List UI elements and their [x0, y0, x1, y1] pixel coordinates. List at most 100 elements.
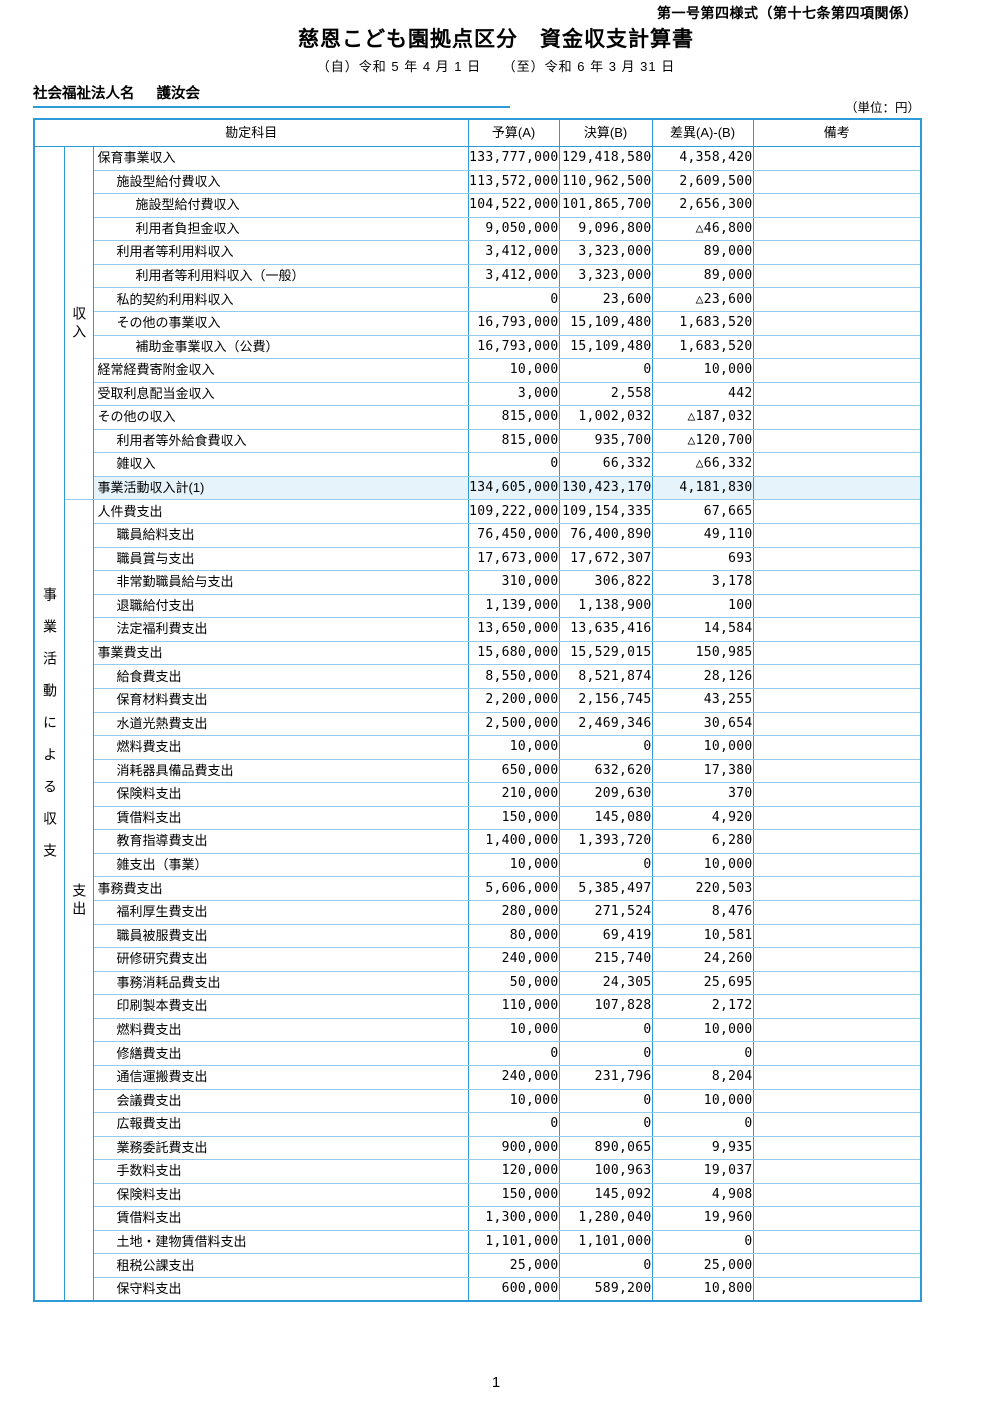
table-row: 職員被服費支出 80,000 69,419 10,581 [34, 924, 922, 949]
budget-value: 13,650,000 [468, 617, 560, 642]
unit-note: （単位：円） [844, 101, 920, 115]
table-row: 職員給料支出 76,450,000 76,400,890 49,110 [34, 523, 922, 548]
remarks-cell [753, 1065, 922, 1090]
remarks-cell [753, 547, 922, 572]
remarks-cell [753, 287, 922, 312]
actual-value: 0 [559, 358, 653, 383]
difference-value: 25,000 [652, 1253, 754, 1278]
budget-value: 310,000 [468, 570, 560, 595]
difference-value: 0 [652, 1230, 754, 1255]
budget-value: 280,000 [468, 900, 560, 925]
table-row: 非常勤職員給与支出 310,000 306,822 3,178 [34, 570, 922, 595]
difference-value: 4,920 [652, 806, 754, 831]
difference-value: 10,000 [652, 735, 754, 760]
budget-value: 8,550,000 [468, 664, 560, 689]
difference-value: △66,332 [652, 452, 754, 477]
expense-section-label: 支出 [71, 882, 88, 919]
actual-value: 17,672,307 [559, 547, 653, 572]
difference-value: △120,700 [652, 429, 754, 454]
actual-value: 632,620 [559, 759, 653, 784]
actual-value: 13,635,416 [559, 617, 653, 642]
actual-value: 0 [559, 735, 653, 760]
account-name: 事務費支出 [93, 876, 469, 901]
budget-value: 0 [468, 1112, 560, 1137]
budget-value: 80,000 [468, 924, 560, 949]
remarks-cell [753, 240, 922, 265]
remarks-cell [753, 994, 922, 1019]
table-row: 燃料費支出 10,000 0 10,000 [34, 1018, 922, 1043]
table-row: 給食費支出 8,550,000 8,521,874 28,126 [34, 664, 922, 689]
budget-value: 650,000 [468, 759, 560, 784]
table-row: 事業活動収入計(1) 134,605,000 130,423,170 4,181,83… [34, 476, 922, 501]
actual-value: 129,418,580 [559, 146, 653, 171]
table-row: 研修研究費支出 240,000 215,740 24,260 [34, 947, 922, 972]
remarks-cell [753, 1230, 922, 1255]
difference-value: 2,609,500 [652, 170, 754, 195]
table-row: 賃借料支出 1,300,000 1,280,040 19,960 [34, 1206, 922, 1231]
account-name: 賃借料支出 [93, 806, 469, 831]
account-name: 職員給料支出 [93, 523, 469, 548]
budget-value: 1,101,000 [468, 1230, 560, 1255]
table-row: 保守料支出 600,000 589,200 10,800 [34, 1277, 922, 1302]
account-name: 人件費支出 [93, 499, 469, 524]
remarks-cell [753, 476, 922, 501]
remarks-cell [753, 900, 922, 925]
table-row: 施設型給付費収入 104,522,000 101,865,700 2,656,300 [34, 193, 922, 218]
budget-value: 25,000 [468, 1253, 560, 1278]
table-header: 勘定科目 予算(A) 決算(B) 差異(A)-(B) 備考 [34, 119, 922, 147]
header-row: 勘定科目 予算(A) 決算(B) 差異(A)-(B) 備考 [34, 119, 922, 147]
table-row: 広報費支出 0 0 0 [34, 1112, 922, 1137]
table-row: 事業費支出 15,680,000 15,529,015 150,985 [34, 641, 922, 666]
table-row: 私的契約利用料収入 0 23,600 △23,600 [34, 287, 922, 312]
header-account: 勘定科目 [34, 119, 469, 147]
actual-value: 589,200 [559, 1277, 653, 1302]
account-name: 土地・建物賃借料支出 [93, 1230, 469, 1255]
account-name: 施設型給付費収入 [93, 170, 469, 195]
difference-value: 370 [652, 782, 754, 807]
table-row: その他の収入 815,000 1,002,032 △187,032 [34, 405, 922, 430]
difference-value: 1,683,520 [652, 311, 754, 336]
account-name: 事業費支出 [93, 641, 469, 666]
table-row: 租税公課支出 25,000 0 25,000 [34, 1253, 922, 1278]
difference-value: 8,476 [652, 900, 754, 925]
table-row: 雑収入 0 66,332 △66,332 [34, 452, 922, 477]
actual-value: 935,700 [559, 429, 653, 454]
table-row: 補助金事業収入（公費） 16,793,000 15,109,480 1,683,520 [34, 335, 922, 360]
remarks-cell [753, 712, 922, 737]
account-name: 事業活動収入計(1) [93, 476, 469, 501]
difference-value: 2,656,300 [652, 193, 754, 218]
remarks-cell [753, 499, 922, 524]
difference-value: 0 [652, 1112, 754, 1137]
difference-value: 2,172 [652, 994, 754, 1019]
remarks-cell [753, 829, 922, 854]
table-row: 雑支出（事業） 10,000 0 10,000 [34, 853, 922, 878]
actual-value: 109,154,335 [559, 499, 653, 524]
budget-value: 133,777,000 [468, 146, 560, 171]
account-name: 施設型給付費収入 [93, 193, 469, 218]
table-row: 施設型給付費収入 113,572,000 110,962,500 2,609,500 [34, 170, 922, 195]
budget-value: 600,000 [468, 1277, 560, 1302]
actual-value: 15,109,480 [559, 311, 653, 336]
budget-value: 16,793,000 [468, 335, 560, 360]
account-name: 保育材料費支出 [93, 688, 469, 713]
account-name: 広報費支出 [93, 1112, 469, 1137]
budget-value: 10,000 [468, 1018, 560, 1043]
remarks-cell [753, 1136, 922, 1161]
table-row: 会議費支出 10,000 0 10,000 [34, 1089, 922, 1114]
account-name: 賃借料支出 [93, 1206, 469, 1231]
actual-value: 215,740 [559, 947, 653, 972]
actual-value: 130,423,170 [559, 476, 653, 501]
budget-value: 150,000 [468, 806, 560, 831]
actual-value: 2,156,745 [559, 688, 653, 713]
actual-value: 890,065 [559, 1136, 653, 1161]
budget-value: 0 [468, 1041, 560, 1066]
difference-value: 100 [652, 594, 754, 619]
difference-value: 10,000 [652, 358, 754, 383]
table-row: 法定福利費支出 13,650,000 13,635,416 14,584 [34, 617, 922, 642]
remarks-cell [753, 806, 922, 831]
remarks-cell [753, 641, 922, 666]
table-row: 利用者等外給食費収入 815,000 935,700 △120,700 [34, 429, 922, 454]
form-number: 第一号第四様式（第十七条第四項関係） [657, 5, 918, 21]
remarks-cell [753, 358, 922, 383]
remarks-cell [753, 688, 922, 713]
